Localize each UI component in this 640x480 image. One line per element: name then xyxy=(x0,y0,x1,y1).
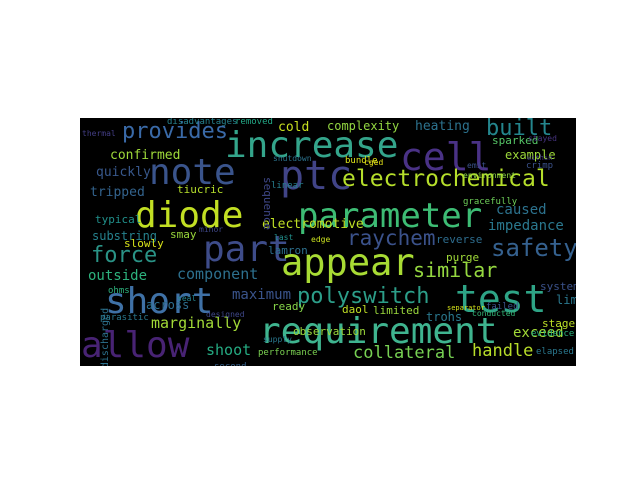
word-cged: cged xyxy=(364,158,384,167)
word-daol: daol xyxy=(342,303,369,316)
word-component: component xyxy=(177,265,259,283)
word-tripped: tripped xyxy=(90,185,145,200)
word-example: example xyxy=(505,148,556,162)
word-thermal: thermal xyxy=(82,129,116,138)
word-limited: limited xyxy=(373,304,420,317)
word-built: built xyxy=(486,118,553,141)
word-designed: designed xyxy=(206,310,245,319)
word-crimp: crimp xyxy=(526,161,554,171)
word-system: system xyxy=(540,280,576,293)
word-electromotive: electromotive xyxy=(262,217,364,232)
word-handle: handle xyxy=(472,341,534,361)
word-across: across xyxy=(146,298,190,312)
word-ohms: ohms xyxy=(108,286,130,296)
word-similar: similar xyxy=(413,258,498,282)
word-requirement: requirement xyxy=(259,311,498,352)
word-disadvantages: disadvantages xyxy=(167,118,238,127)
word-note: note xyxy=(149,152,236,193)
word-sparked: sparked xyxy=(492,134,539,147)
word-evidence: evidence xyxy=(531,329,575,339)
word-complexity: complexity xyxy=(327,119,400,133)
word-smay: smay xyxy=(170,228,197,241)
word-lamron: lamron xyxy=(268,244,308,257)
word-exceed: exceed xyxy=(513,325,564,341)
word-environment: environment xyxy=(463,171,516,180)
word-maximum: maximum xyxy=(232,287,292,303)
word-heating: heating xyxy=(415,119,470,134)
word-electrochemical: electrochemical xyxy=(342,166,550,192)
word-slowly: slowly xyxy=(124,237,164,250)
word-cold: cold xyxy=(278,120,310,135)
word-ready: ready xyxy=(272,300,306,313)
word-performance: performance xyxy=(258,348,318,358)
word-test: test xyxy=(455,277,547,321)
word-appear: appear xyxy=(281,241,415,284)
word-outside: outside xyxy=(88,268,148,284)
word-increase: increase xyxy=(225,125,399,166)
word-parameter: parameter xyxy=(298,196,483,236)
word-shutdown: shutdown xyxy=(273,154,312,163)
word-elapsed: elapsed xyxy=(536,347,574,357)
word-provides: provides xyxy=(122,119,228,144)
word-within: within xyxy=(527,154,553,162)
word-second: second xyxy=(214,363,247,367)
word-short: short xyxy=(105,281,214,322)
word-trohs: trohs xyxy=(426,310,463,324)
word-removed: removed xyxy=(235,118,273,127)
word-quickly: quickly xyxy=(96,165,151,180)
word-gracefully: gracefully xyxy=(463,197,518,207)
word-typical: typical xyxy=(95,213,142,226)
word-diode: diode xyxy=(135,195,244,236)
word-linear: linear xyxy=(271,181,304,191)
word-confirmed: confirmed xyxy=(110,148,181,163)
word-purge: purge xyxy=(446,251,480,264)
word-cloud: requirement increase parameter test cell… xyxy=(80,118,576,366)
word-marginally: marginally xyxy=(151,314,242,332)
word-allow: allow xyxy=(81,325,190,366)
word-caused: caused xyxy=(496,202,547,218)
word-shoot: shoot xyxy=(206,341,252,359)
word-observation: observation xyxy=(293,325,366,338)
word-last: last xyxy=(274,233,294,242)
word-ptc: ptc xyxy=(280,153,353,199)
word-impedance: impedance xyxy=(488,218,564,234)
word-stayed: stayed xyxy=(528,134,557,143)
word-bundle: bundle xyxy=(345,156,378,166)
word-substring: substring xyxy=(92,229,158,243)
word-tiucric: tiucric xyxy=(177,183,224,196)
word-stage: stage xyxy=(542,317,576,330)
word-collateral: collateral xyxy=(353,343,456,363)
word-seal: seal xyxy=(177,294,197,303)
word-force: force xyxy=(91,243,158,268)
word-limiting: limiting xyxy=(556,293,576,307)
word-separator: separator xyxy=(447,304,485,312)
word-polyswitch: polyswitch xyxy=(297,284,430,309)
word-parasitic: parasitic xyxy=(100,313,149,323)
word-failed: failed xyxy=(486,302,519,312)
word-cell: cell xyxy=(400,135,492,179)
word-edge: edge xyxy=(311,235,331,244)
word-conducted: conducted xyxy=(472,309,516,318)
word-emit: emit xyxy=(467,161,487,170)
word-raychem: raychem xyxy=(347,226,436,250)
word-safety: safety xyxy=(491,234,576,262)
word-part: part xyxy=(203,229,290,270)
word-minor: minor xyxy=(199,225,224,234)
word-reverse: reverse xyxy=(436,233,483,246)
word-supply: supply xyxy=(263,335,292,344)
